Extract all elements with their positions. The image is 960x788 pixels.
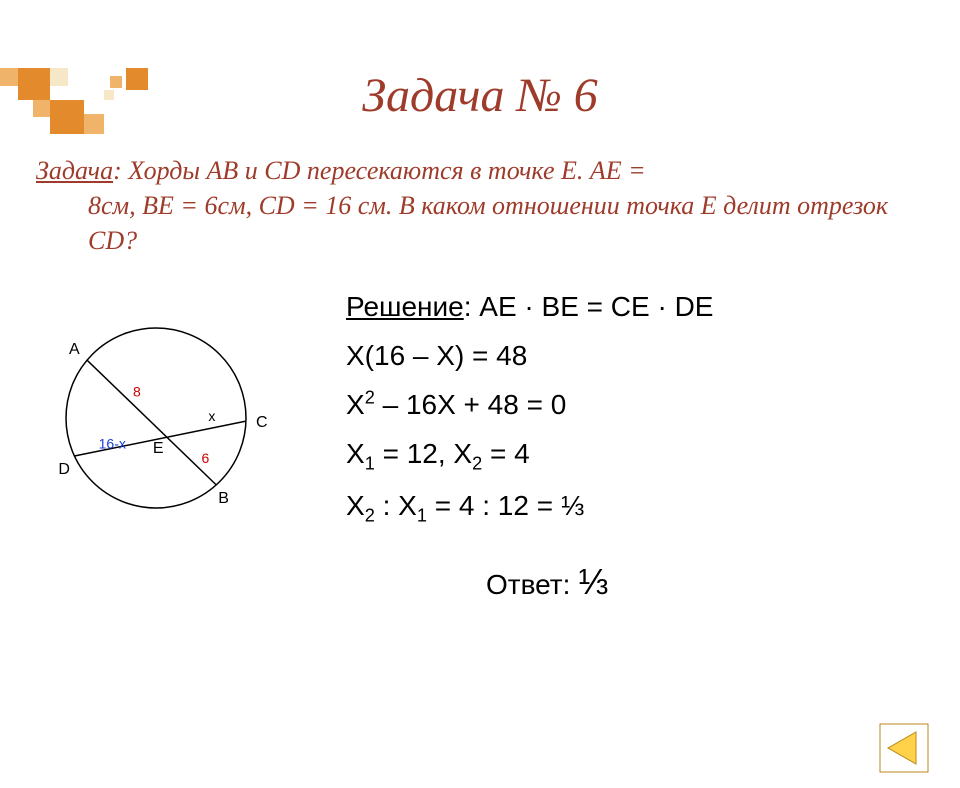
- content-row: A B C D E 8 6 x 16-x Решение: АЕ · ВЕ = СЕ · DЕ …: [0, 278, 960, 613]
- svg-text:D: D: [58, 461, 70, 478]
- corner-deco-svg: [0, 68, 220, 148]
- svg-text:6: 6: [202, 450, 210, 466]
- solution-line1: Решение: АЕ · ВЕ = СЕ · DЕ: [346, 282, 960, 331]
- svg-text:16-x: 16-x: [99, 436, 126, 452]
- problem-line2: 8см, ВЕ = 6см, СD = 16 см. В каком отнош…: [36, 188, 900, 258]
- problem-line1: : Хорды АВ и CD пересекаются в точке Е. …: [113, 156, 646, 185]
- answer-value: ⅓: [578, 561, 608, 602]
- svg-text:C: C: [256, 414, 268, 431]
- figure-column: A B C D E 8 6 x 16-x: [0, 278, 346, 613]
- svg-text:8: 8: [133, 384, 141, 400]
- svg-text:A: A: [69, 341, 80, 358]
- svg-text:x: x: [208, 408, 215, 424]
- solution-label: Решение: [346, 291, 464, 322]
- circle-diagram: A B C D E 8 6 x 16-x: [36, 308, 286, 538]
- back-button[interactable]: [876, 720, 932, 776]
- solution-line4: Х1 = 12, Х2 = 4: [346, 429, 960, 480]
- answer-label: Ответ:: [486, 569, 578, 600]
- solution-column: Решение: АЕ · ВЕ = СЕ · DЕ Х(16 – Х) = 4…: [346, 278, 960, 613]
- solution-line5: Х2 : Х1 = 4 : 12 = ⅓: [346, 481, 960, 532]
- back-arrow-icon: [876, 720, 932, 776]
- problem-text: Задача: Хорды АВ и CD пересекаются в точ…: [36, 153, 900, 258]
- svg-text:E: E: [153, 441, 164, 458]
- solution-line3: Х2 – 16Х + 48 = 0: [346, 380, 960, 429]
- answer: Ответ: ⅓: [486, 550, 960, 613]
- solution-line2: Х(16 – Х) = 48: [346, 331, 960, 380]
- svg-text:B: B: [218, 490, 229, 507]
- corner-decoration: [0, 68, 220, 148]
- problem-label: Задача: [36, 156, 113, 185]
